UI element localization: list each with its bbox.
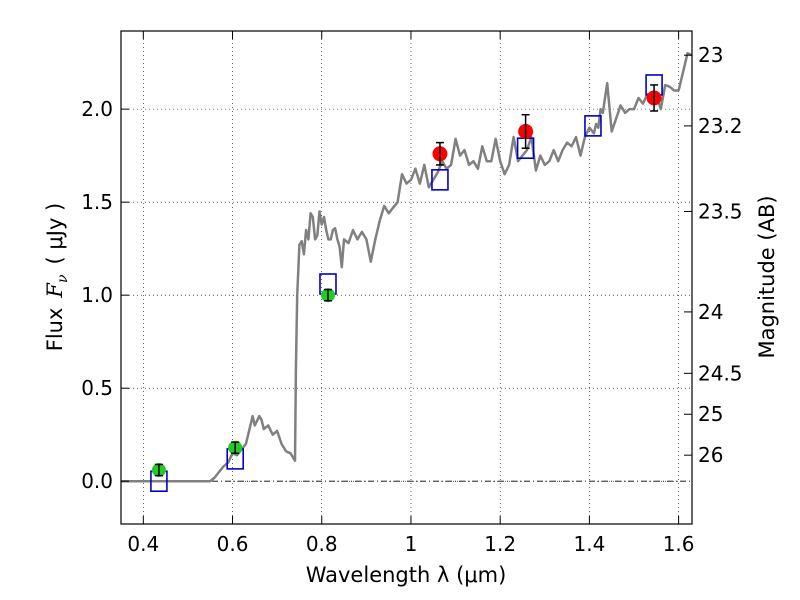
- y2-tick-label: 23.2: [698, 114, 743, 138]
- x-tick-label: 1.2: [484, 532, 516, 556]
- y2-tick-label: 24: [698, 300, 723, 324]
- x-tick-label: 0.6: [217, 532, 249, 556]
- y-axis-label-unit: ( μJy ): [43, 203, 67, 265]
- x-axis-label: Wavelength λ (μm): [306, 563, 507, 587]
- plot-frame: [120, 30, 693, 525]
- y2-tick-label: 24.5: [698, 361, 743, 385]
- y-axis-label-word: Flux: [43, 308, 67, 352]
- plot-background: [121, 31, 692, 524]
- model-square-marker: [584, 115, 602, 137]
- y-tick-label: 1.5: [81, 190, 113, 214]
- series-layer: [121, 52, 693, 493]
- y-tick-label: 2.0: [81, 97, 113, 121]
- y-tick-label: 0.5: [81, 376, 113, 400]
- y-axis-label: Flux Fν ( μJy ): [43, 203, 71, 351]
- x-tick-label: 0.4: [127, 532, 159, 556]
- y-tick-label: 1.0: [81, 283, 113, 307]
- x-tick-label: 1: [405, 532, 418, 556]
- y2-tick-label: 26: [698, 443, 723, 467]
- y2-tick-label: 23.5: [698, 199, 743, 223]
- model-square-marker: [431, 169, 449, 191]
- x-tick-label: 1.4: [573, 532, 605, 556]
- x-tick-label: 1.6: [663, 532, 695, 556]
- y-tick-label: 0.0: [81, 469, 113, 493]
- y2-axis-label: Magnitude (AB): [755, 195, 779, 358]
- y2-tick-label: 25: [698, 402, 723, 426]
- y-axis-label-symbol: F: [43, 282, 67, 299]
- y-axis-label-subscript: ν: [55, 274, 71, 283]
- model-spectrum-line: [121, 52, 693, 483]
- x-tick-label: 0.8: [306, 532, 338, 556]
- tick-layer: 0.4 0.6 0.8 1 1.2 1.4 1.6 0.0 0.5 1.0 1.5 2.0 23 23.2…: [81, 31, 743, 556]
- y2-tick-label: 23: [698, 43, 723, 67]
